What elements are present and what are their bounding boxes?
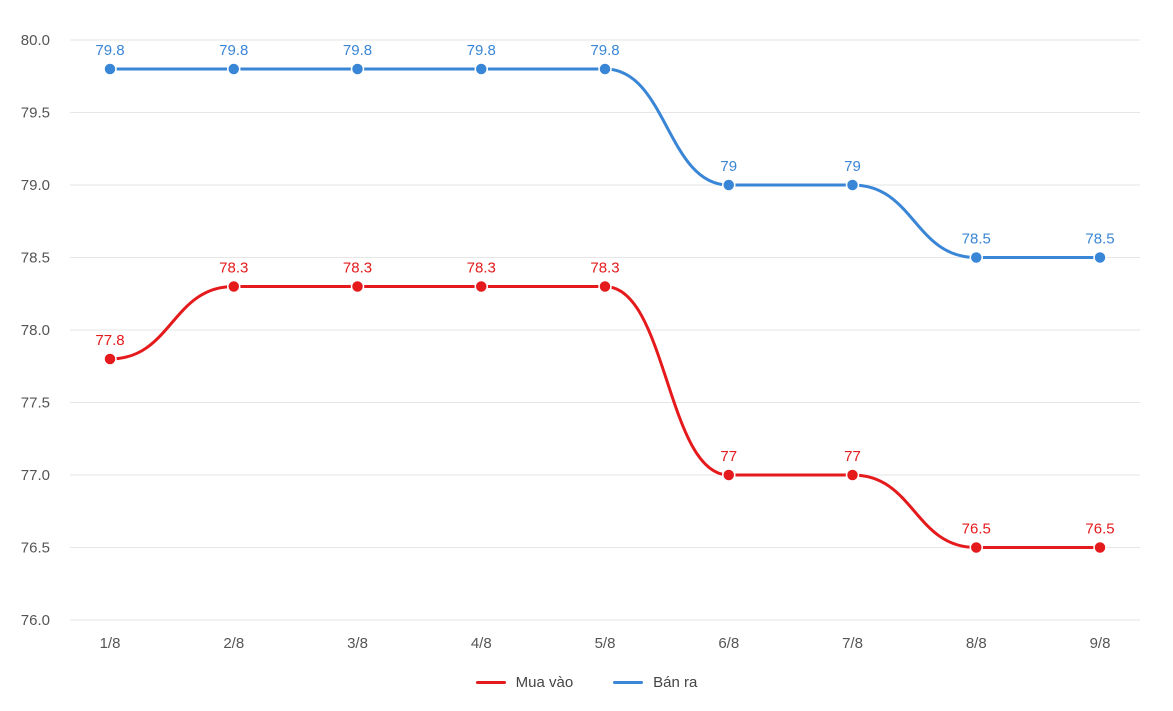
series-line-mua-vao xyxy=(110,287,1100,548)
y-tick-label: 80.0 xyxy=(21,32,50,49)
series-point-ban-ra xyxy=(599,63,611,75)
point-label-mua-vao: 76.5 xyxy=(962,521,991,538)
y-tick-label: 76.5 xyxy=(21,540,50,557)
series-point-mua-vao xyxy=(599,281,611,293)
series-point-ban-ra xyxy=(352,63,364,75)
y-tick-label: 78.0 xyxy=(21,322,50,339)
x-tick-label: 4/8 xyxy=(471,635,492,652)
legend-label-mua-vao: Mua vào xyxy=(516,674,574,691)
legend-swatch-ban-ra xyxy=(613,681,643,684)
series-point-mua-vao xyxy=(723,469,735,481)
point-label-ban-ra: 79.8 xyxy=(467,42,496,59)
x-tick-label: 2/8 xyxy=(223,635,244,652)
series-point-mua-vao xyxy=(352,281,364,293)
y-tick-label: 79.0 xyxy=(21,177,50,194)
point-label-ban-ra: 79.8 xyxy=(219,42,248,59)
point-label-ban-ra: 79.8 xyxy=(343,42,372,59)
x-tick-label: 3/8 xyxy=(347,635,368,652)
point-label-mua-vao: 77 xyxy=(720,448,737,465)
y-tick-label: 77.0 xyxy=(21,467,50,484)
point-label-mua-vao: 78.3 xyxy=(219,260,248,277)
point-label-mua-vao: 78.3 xyxy=(590,260,619,277)
point-label-mua-vao: 76.5 xyxy=(1085,521,1114,538)
line-chart: 76.0 76.5 77.0 77.5 78.0 78.5 79.0 79.5 80.0 1/8 2… xyxy=(0,0,1173,711)
series-line-ban-ra xyxy=(110,69,1100,258)
y-tick-label: 77.5 xyxy=(21,395,50,412)
series-point-mua-vao xyxy=(1094,542,1106,554)
point-label-ban-ra: 79.8 xyxy=(95,42,124,59)
series-point-ban-ra xyxy=(970,252,982,264)
series-point-mua-vao xyxy=(104,353,116,365)
legend-item-mua-vao: Mua vào xyxy=(476,674,574,691)
point-label-mua-vao: 78.3 xyxy=(343,260,372,277)
x-tick-label: 1/8 xyxy=(100,635,121,652)
chart-legend: Mua vào Bán ra xyxy=(0,674,1173,691)
legend-label-ban-ra: Bán ra xyxy=(653,674,697,691)
series-point-ban-ra xyxy=(228,63,240,75)
point-label-mua-vao: 78.3 xyxy=(467,260,496,277)
legend-item-ban-ra: Bán ra xyxy=(613,674,697,691)
point-label-ban-ra: 79.8 xyxy=(590,42,619,59)
x-tick-label: 9/8 xyxy=(1090,635,1111,652)
y-tick-label: 79.5 xyxy=(21,105,50,122)
series-point-mua-vao xyxy=(970,542,982,554)
series-point-ban-ra xyxy=(475,63,487,75)
series-point-ban-ra xyxy=(104,63,116,75)
point-label-ban-ra: 78.5 xyxy=(1085,231,1114,248)
point-label-mua-vao: 77.8 xyxy=(95,332,124,349)
point-label-ban-ra: 79 xyxy=(720,158,737,175)
x-tick-label: 8/8 xyxy=(966,635,987,652)
series-point-mua-vao xyxy=(847,469,859,481)
point-label-ban-ra: 79 xyxy=(844,158,861,175)
series-point-ban-ra xyxy=(847,179,859,191)
x-tick-label: 7/8 xyxy=(842,635,863,652)
y-tick-label: 78.5 xyxy=(21,250,50,267)
x-tick-label: 5/8 xyxy=(595,635,616,652)
series-point-ban-ra xyxy=(723,179,735,191)
legend-swatch-mua-vao xyxy=(476,681,506,684)
x-tick-label: 6/8 xyxy=(718,635,739,652)
chart-svg: 76.0 76.5 77.0 77.5 78.0 78.5 79.0 79.5 80.0 1/8 2… xyxy=(0,0,1173,711)
series-point-mua-vao xyxy=(228,281,240,293)
point-label-mua-vao: 77 xyxy=(844,448,861,465)
series-point-ban-ra xyxy=(1094,252,1106,264)
y-tick-label: 76.0 xyxy=(21,612,50,629)
point-label-ban-ra: 78.5 xyxy=(962,231,991,248)
series-point-mua-vao xyxy=(475,281,487,293)
